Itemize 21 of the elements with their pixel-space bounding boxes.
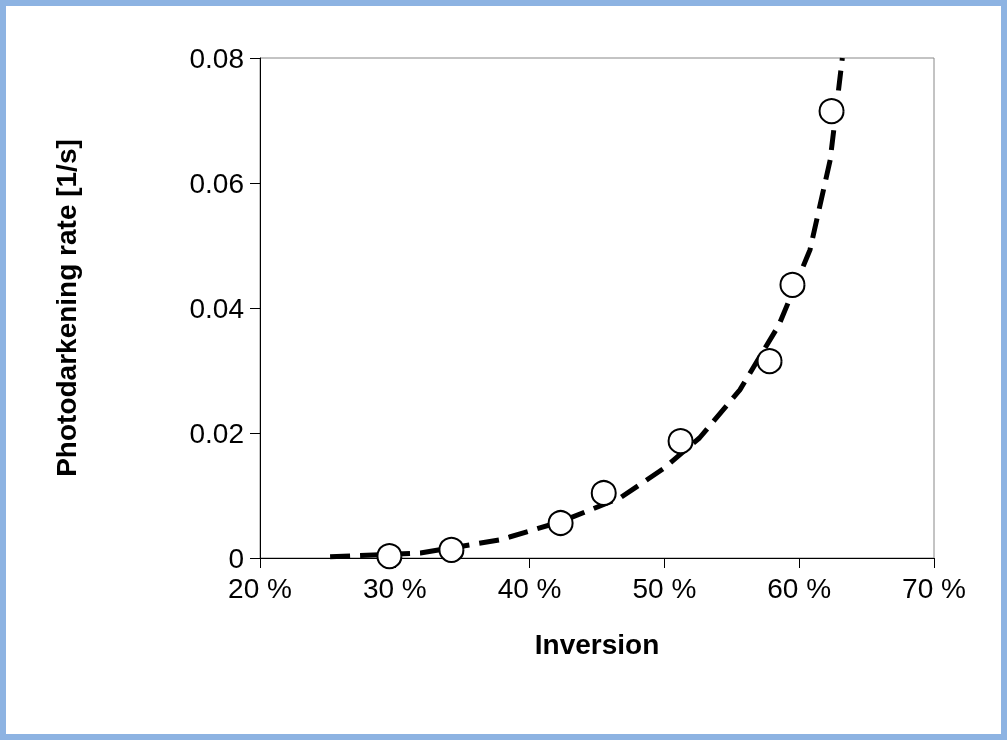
point <box>438 536 465 563</box>
x-axis-title: Inversion <box>534 628 660 660</box>
y-tick-label: 0.02 <box>189 417 244 449</box>
y-tick-label: 0 <box>228 542 244 574</box>
y-axis-title: Photodarkening rate [1/s] <box>50 139 82 477</box>
point <box>590 480 617 506</box>
point <box>779 271 806 298</box>
x-tick-label: 70 % <box>902 572 966 604</box>
x-tick-label: 60 % <box>767 572 832 604</box>
x-tick-label: 20 % <box>228 572 292 604</box>
point <box>547 510 574 536</box>
x-tick-label: 40 % <box>497 572 562 604</box>
x-tick-label: 50 % <box>632 572 697 604</box>
y-tick-label: 0.08 <box>189 42 244 74</box>
point <box>667 428 694 455</box>
point <box>376 543 403 570</box>
point <box>756 348 783 375</box>
y-tick-label: 0.06 <box>189 167 244 199</box>
y-tick-label: 0.04 <box>189 292 244 324</box>
x-tick-label: 30 % <box>362 572 427 604</box>
point <box>818 98 845 125</box>
